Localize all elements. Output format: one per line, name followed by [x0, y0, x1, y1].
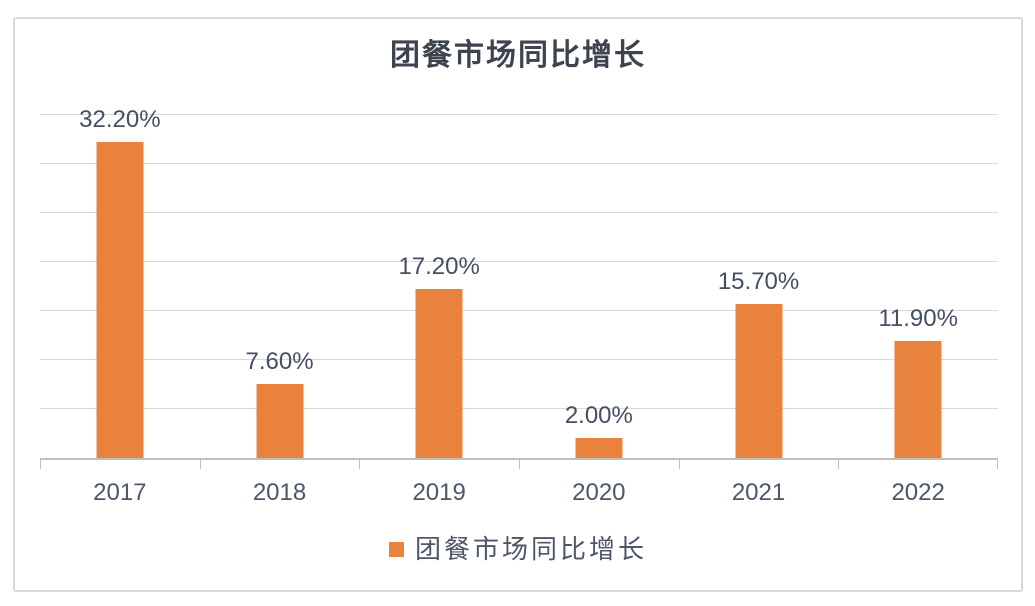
bar-slot: 17.20% 2019 — [359, 115, 519, 505]
x-axis-label: 2018 — [252, 479, 307, 506]
legend: 团餐市场同比增长 — [15, 531, 1021, 567]
plot-area: 32.20% 2017 7.60% 2018 17.20% 2019 2.00% 2020 15… — [40, 106, 998, 506]
bar-slot: 15.70% 2021 — [679, 115, 839, 505]
gridline — [40, 163, 998, 164]
bar — [735, 304, 783, 458]
bar — [96, 142, 144, 458]
bar-value-label: 2.00% — [564, 402, 633, 430]
bar-slot: 32.20% 2017 — [40, 106, 200, 505]
gridline — [40, 310, 998, 311]
bar-slot: 11.90% 2022 — [838, 115, 998, 505]
chart-title: 团餐市场同比增长 — [390, 39, 646, 72]
bar-slot: 7.60% 2018 — [200, 115, 360, 506]
axis-tick — [519, 460, 520, 469]
legend-label: 团餐市场同比增长 — [414, 534, 647, 564]
gridline — [40, 212, 998, 213]
bar — [894, 341, 942, 458]
x-axis-label: 2020 — [572, 479, 626, 506]
axis-tick — [359, 460, 361, 469]
axis-tick — [838, 460, 840, 469]
chart-frame: 团餐市场同比增长 32.20% 2017 7.60% 2018 17.20% 2019 2.… — [13, 17, 1023, 592]
gridline — [40, 114, 998, 115]
bar-value-label: 32.20% — [79, 106, 161, 134]
bar-value-label: 11.90% — [878, 305, 958, 333]
bar — [256, 383, 304, 458]
legend-swatch-icon — [388, 541, 404, 557]
x-axis-label: 2017 — [93, 479, 147, 506]
bar — [575, 438, 623, 458]
bar-slot: 2.00% 2020 — [519, 115, 679, 505]
bar-value-label: 15.70% — [717, 268, 800, 296]
gridline — [40, 408, 998, 409]
x-axis-line — [40, 458, 998, 460]
bar — [415, 289, 463, 458]
axis-tick — [997, 460, 998, 469]
bar-value-label: 17.20% — [398, 253, 480, 281]
axis-tick — [40, 460, 41, 469]
axis-tick — [678, 460, 680, 469]
gridline — [40, 261, 998, 262]
axis-tick — [199, 460, 201, 469]
x-axis-label: 2022 — [891, 479, 945, 506]
x-axis-label: 2021 — [731, 479, 786, 506]
gridline — [40, 359, 998, 360]
bar-value-label: 7.60% — [245, 347, 314, 375]
x-axis-label: 2019 — [412, 479, 466, 506]
